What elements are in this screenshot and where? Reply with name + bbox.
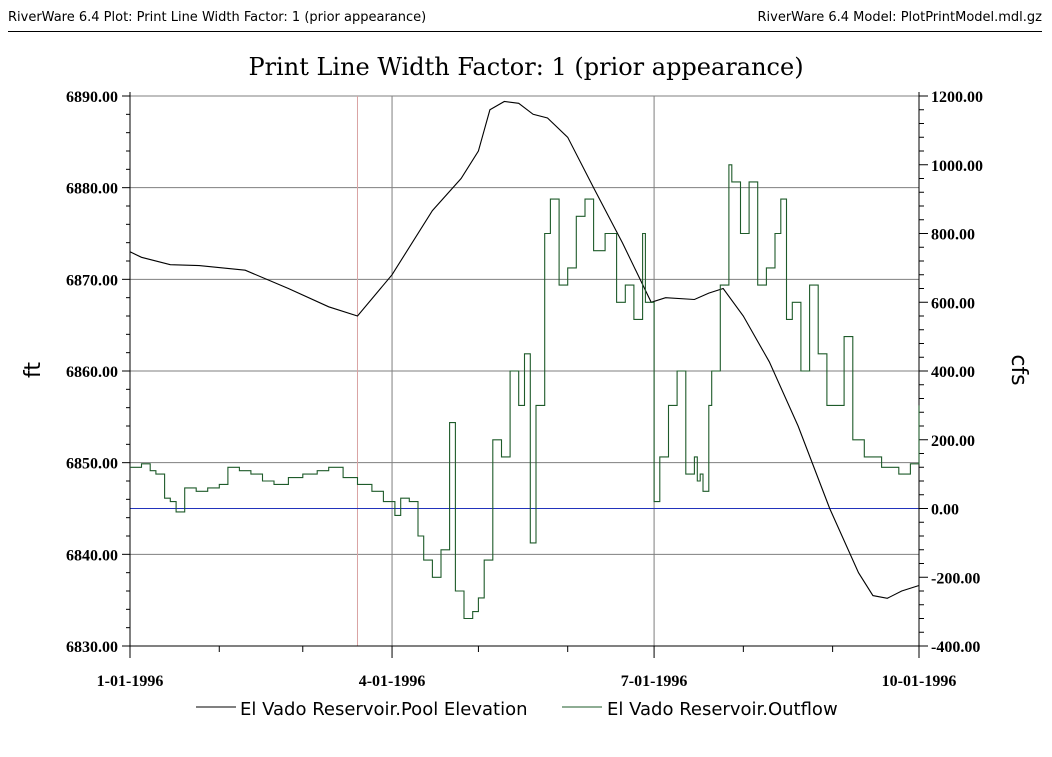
y-right-tick-label: 400.00 — [931, 364, 975, 381]
x-tick-label: 7-01-1996 — [621, 673, 688, 690]
legend-label-outflow: El Vado Reservoir.Outflow — [607, 699, 838, 720]
y-axis-left: 6830.00 6840.00 6850.00 6860.00 6870.00 6880.… — [66, 89, 130, 656]
y-right-tick-label: 600.00 — [931, 295, 975, 312]
y-left-tick-label: 6890.00 — [66, 89, 118, 106]
x-tick-label: 10-01-1996 — [882, 673, 957, 690]
y-left-tick-label: 6860.00 — [66, 364, 118, 381]
y-left-tick-label: 6840.00 — [66, 547, 118, 564]
series-line-pool-elevation — [129, 100, 920, 599]
chart-title: Print Line Width Factor: 1 (prior appear… — [248, 53, 803, 81]
plot-header-right: RiverWare 6.4 Model: PlotPrintModel.mdl.… — [757, 10, 1042, 25]
legend-label-pool-elevation: El Vado Reservoir.Pool Elevation — [240, 699, 528, 720]
y-right-tick-label: 0.00 — [931, 502, 959, 519]
x-tick-label: 1-01-1996 — [97, 673, 164, 690]
y-left-tick-label: 6880.00 — [66, 181, 118, 198]
x-tick-label: 4-01-1996 — [359, 673, 426, 690]
y-left-tick-label: 6870.00 — [66, 272, 118, 289]
y-axis-right-label: cfs — [1006, 354, 1031, 385]
y-left-tick-label: 6850.00 — [66, 456, 118, 473]
y-right-tick-label: -200.00 — [931, 570, 980, 587]
y-right-tick-label: 200.00 — [931, 433, 975, 450]
y-axis-left-label: ft — [21, 362, 46, 378]
y-right-tick-label: 1000.00 — [931, 158, 983, 175]
y-axis-right: -400.00 -200.00 0.00 200.00 400.00 600.00 800.… — [919, 89, 983, 656]
x-axis: 1-01-1996 4-01-1996 7-01-1996 10-01-1996 — [97, 646, 957, 690]
plot-header-left: RiverWare 6.4 Plot: Print Line Width Fac… — [8, 10, 427, 25]
y-left-tick-label: 6830.00 — [66, 639, 118, 656]
header-divider — [8, 31, 1042, 32]
series-line-outflow — [130, 164, 920, 620]
y-right-tick-label: 1200.00 — [931, 89, 983, 106]
plot-series — [129, 100, 920, 620]
chart-legend: El Vado Reservoir.Pool Elevation El Vado… — [196, 699, 838, 720]
y-right-tick-label: -400.00 — [931, 639, 980, 656]
y-right-tick-label: 800.00 — [931, 227, 975, 244]
